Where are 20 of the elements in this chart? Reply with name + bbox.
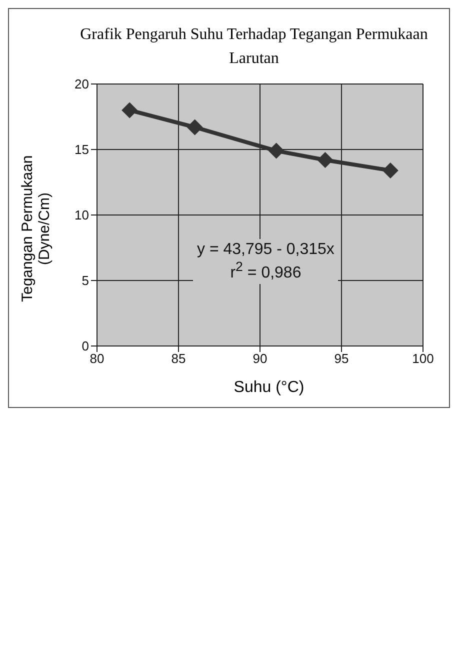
point [186,119,203,136]
x-tick-label: 85 [171,351,186,366]
x-axis-title: Suhu (°C) [232,379,306,397]
annotation: y = 43,795 - 0,315x [197,241,334,259]
point [268,142,284,159]
y-tick-label: 0 [82,338,89,354]
x-tick-label: 95 [334,351,349,366]
chart-title: Grafik Pengaruh Suhu Terhadap Tegangan Permukaan Larutan [79,25,429,69]
point [382,162,398,178]
annotation: r$^{2}$ = 0,986 [229,259,302,282]
point [122,102,138,118]
x-tick-label: 80 [90,351,104,366]
y-tick-label: 15 [74,142,89,158]
y-tick-label: 5 [82,273,89,288]
x-tick-label: 100 [412,351,434,366]
y-tick-label: 10 [74,208,89,223]
y-axis-title: Tegangan Permukaan (Dyne/Cm) [19,154,53,304]
x-tick-label: 90 [252,351,268,366]
point [317,152,334,168]
y-tick-label: 20 [74,76,89,92]
